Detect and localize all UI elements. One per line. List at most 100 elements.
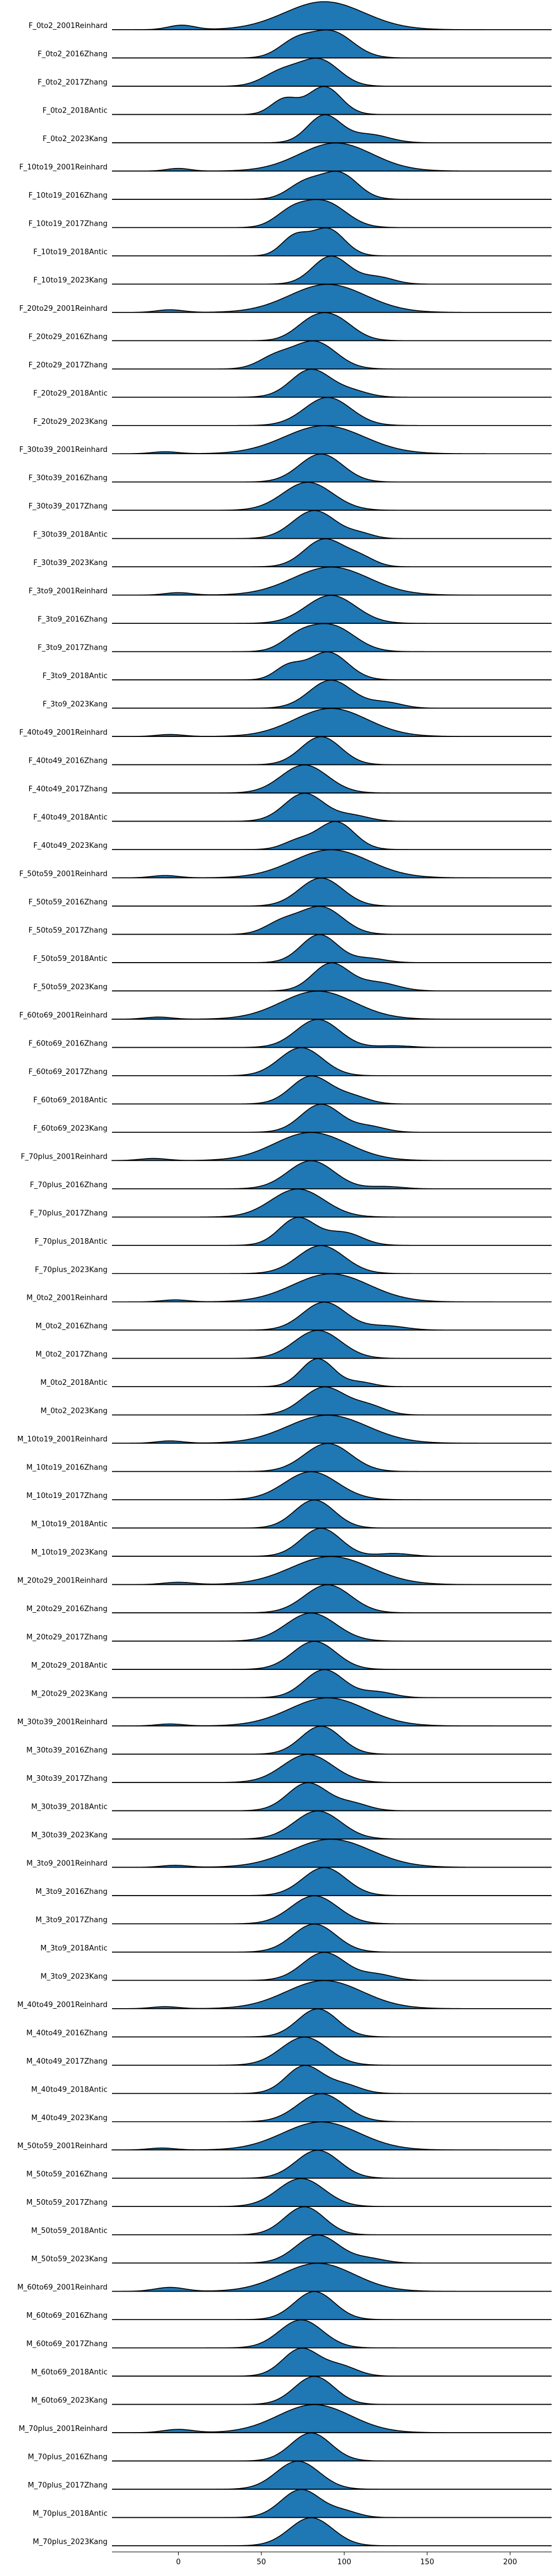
ridge-area (112, 1216, 552, 1246)
ridge-row: F_0to2_2018Antic (43, 86, 552, 115)
ridge-row: F_50to59_2017Zhang (29, 906, 552, 935)
ridge-row: M_30to39_2018Antic (31, 1782, 552, 1811)
ridge-area (112, 86, 552, 115)
ridge-area (112, 1528, 552, 1557)
ridge-area (112, 2065, 552, 2094)
ridge-row-label: F_70plus_2001Reinhard (21, 1152, 108, 1161)
ridge-area (112, 764, 552, 794)
ridge-row-label: M_60to69_2023Kang (31, 2397, 108, 2405)
ridge-row-label: F_20to29_2018Antic (33, 389, 108, 398)
ridge-area (112, 878, 552, 907)
ridge-area (112, 2036, 552, 2066)
ridge-row: M_70plus_2023Kang (33, 2517, 552, 2546)
ridge-row: F_20to29_2018Antic (33, 368, 552, 398)
ridge-area (112, 2404, 552, 2433)
ridge-row-label: M_20to29_2023Kang (31, 1690, 108, 1698)
ridge-row: F_10to19_2017Zhang (29, 199, 552, 228)
ridge-row: F_50to59_2023Kang (34, 962, 552, 991)
ridge-area (112, 1867, 552, 1896)
ridge-row: F_70plus_2023Kang (35, 1245, 552, 1274)
ridge-row: F_0to2_2023Kang (43, 114, 552, 143)
ridge-area (112, 425, 552, 455)
ridge-row: M_0to2_2023Kang (40, 1386, 552, 1416)
ridge-area (112, 651, 552, 680)
ridge-area (112, 1641, 552, 1670)
ridge-area (112, 1, 552, 30)
ridge-row-label: M_3to9_2001Reinhard (26, 1859, 108, 1868)
ridge-row-label: F_0to2_2018Antic (43, 106, 108, 115)
ridge-area (112, 792, 552, 822)
ridge-row-label: F_3to9_2016Zhang (38, 615, 108, 624)
ridge-row-label: F_30to39_2023Kang (34, 559, 108, 567)
ridge-row-label: M_50to59_2001Reinhard (17, 2142, 108, 2150)
ridge-area (112, 1924, 552, 1953)
ridge-row: F_20to29_2017Zhang (29, 340, 552, 370)
ridge-row-label: F_3to9_2023Kang (43, 701, 108, 709)
x-tick-label: 150 (420, 2558, 434, 2566)
ridge-area (112, 821, 552, 850)
ridge-row: M_60to69_2001Reinhard (17, 2262, 552, 2292)
ridge-row: M_30to39_2023Kang (31, 1810, 552, 1840)
ridge-row: M_20to29_2018Antic (31, 1641, 552, 1670)
ridge-row: F_30to39_2017Zhang (29, 482, 552, 511)
ridge-row-label: F_50to59_2016Zhang (29, 898, 108, 907)
ridge-row-label: F_70plus_2018Antic (35, 1238, 108, 1246)
ridge-row: M_40to49_2001Reinhard (17, 1980, 552, 2009)
ridge-area (112, 538, 552, 567)
ridge-row: F_3to9_2016Zhang (38, 595, 552, 624)
ridge-row-label: F_60to69_2018Antic (33, 1096, 108, 1104)
ridge-area (112, 2376, 552, 2405)
ridge-area (112, 1245, 552, 1275)
ridge-row: M_3to9_2023Kang (40, 1952, 552, 1981)
ridge-row-label: M_0to2_2016Zhang (36, 1322, 108, 1331)
ridge-area (112, 679, 552, 709)
ridge-area (112, 906, 552, 935)
ridge-row-label: F_20to29_2023Kang (34, 418, 108, 426)
ridge-row: M_20to29_2001Reinhard (17, 1556, 552, 1585)
ridge-row-label: F_0to2_2016Zhang (38, 50, 108, 58)
ridge-area (112, 623, 552, 652)
ridge-row-label: M_30to39_2001Reinhard (17, 1718, 108, 1726)
ridge-row: F_3to9_2023Kang (43, 679, 552, 709)
ridge-row: F_60to69_2017Zhang (29, 1047, 552, 1076)
ridge-row-label: M_40to49_2023Kang (31, 2114, 108, 2122)
ridge-row: F_60to69_2016Zhang (29, 1019, 552, 1048)
ridge-row: F_30to39_2018Antic (33, 510, 552, 539)
ridge-row: F_10to19_2016Zhang (29, 171, 552, 200)
ridge-area (112, 1810, 552, 1840)
ridge-area (112, 2262, 552, 2292)
ridge-area (112, 1443, 552, 1472)
ridge-area (112, 1725, 552, 1755)
ridge-area (112, 58, 552, 87)
ridge-row-label: F_30to39_2001Reinhard (19, 446, 108, 454)
ridge-row: F_0to2_2001Reinhard (29, 1, 552, 30)
ridge-row-label: F_50to59_2001Reinhard (19, 870, 108, 878)
ridge-area (112, 2149, 552, 2179)
ridge-row-label: M_70plus_2023Kang (33, 2538, 108, 2546)
ridge-row-label: M_3to9_2016Zhang (36, 1888, 108, 1896)
ridge-row: M_3to9_2001Reinhard (26, 1838, 552, 1868)
ridge-area (112, 2461, 552, 2490)
ridge-row-label: M_30to39_2017Zhang (26, 1775, 108, 1783)
ridge-area (112, 1838, 552, 1868)
ridge-row-label: F_60to69_2016Zhang (29, 1039, 108, 1048)
ridge-area (112, 1697, 552, 1726)
ridge-row-label: M_30to39_2016Zhang (26, 1746, 108, 1754)
ridge-row: F_3to9_2018Antic (43, 651, 552, 680)
ridge-row-label: M_60to69_2016Zhang (26, 2312, 108, 2320)
ridge-row: M_10to19_2017Zhang (26, 1471, 552, 1500)
ridge-area (112, 708, 552, 737)
ridge-row-label: M_40to49_2016Zhang (26, 2029, 108, 2037)
ridge-row: M_0to2_2016Zhang (36, 1301, 552, 1331)
ridge-row-label: F_0to2_2023Kang (43, 135, 108, 143)
ridge-area (112, 284, 552, 313)
ridge-row-label: M_0to2_2017Zhang (36, 1351, 108, 1359)
ridge-area (112, 736, 552, 766)
ridge-area (111, 1132, 552, 1161)
ridge-rows: F_0to2_2001Reinhard F_0to2_2016Zhang F_0to… (17, 1, 552, 2546)
ridge-row: M_40to49_2023Kang (31, 2093, 552, 2122)
ridge-row: M_70plus_2001Reinhard (18, 2404, 552, 2433)
ridge-row-label: M_70plus_2018Antic (32, 2510, 108, 2518)
ridge-row: M_10to19_2018Antic (31, 1499, 552, 1529)
